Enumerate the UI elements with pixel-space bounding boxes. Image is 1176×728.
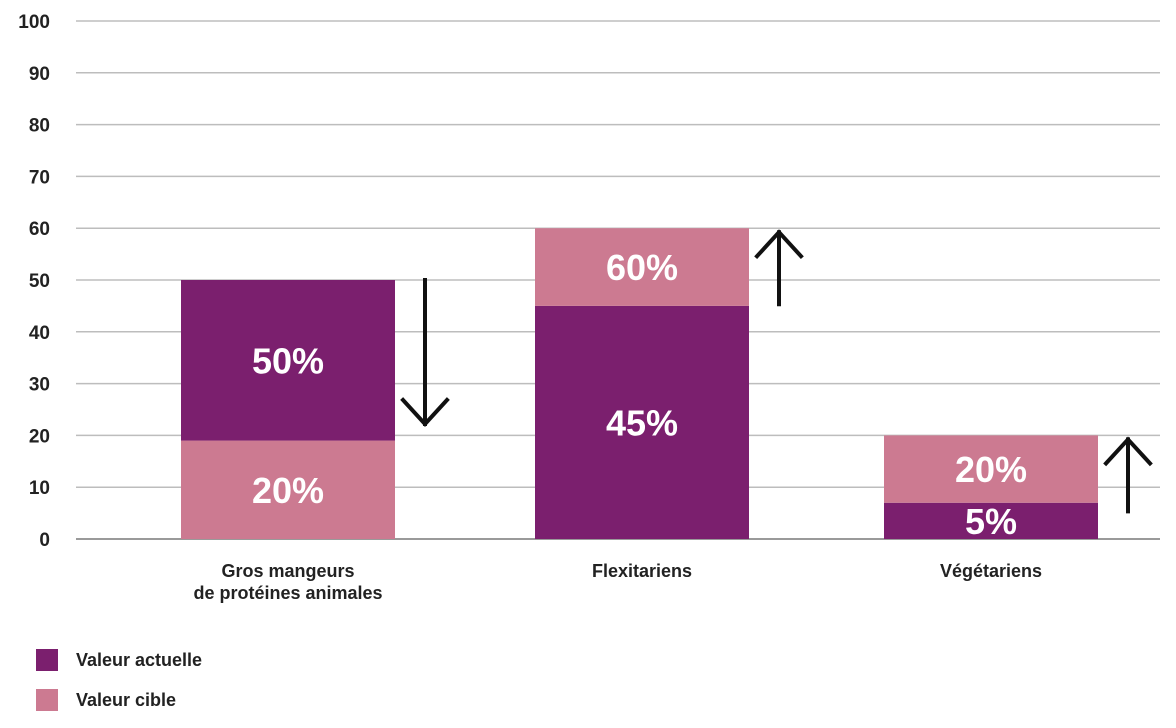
y-tick-50: 50 xyxy=(29,271,50,292)
data-label-top-1: 60% xyxy=(606,247,678,288)
trend-arrow-up-icon xyxy=(754,229,804,307)
bar-top-0 xyxy=(181,280,395,441)
y-tick-70: 70 xyxy=(29,167,50,188)
data-label-top-0: 50% xyxy=(252,340,324,381)
data-label-top-2: 20% xyxy=(955,449,1027,490)
y-tick-60: 60 xyxy=(29,219,50,240)
trend-arrow-down-icon xyxy=(400,278,450,427)
legend-label-actuelle: Valeur actuelle xyxy=(76,649,203,670)
legend-item-cible: Valeur cible xyxy=(36,688,202,712)
y-tick-100: 100 xyxy=(18,12,50,33)
category-label-0-1: de protéines animales xyxy=(193,583,382,603)
legend: Valeur actuelle Valeur cible xyxy=(36,648,202,728)
y-tick-30: 30 xyxy=(29,375,50,396)
legend-swatch-cible xyxy=(36,689,58,711)
y-tick-0: 0 xyxy=(39,530,50,551)
data-label-bottom-2: 5% xyxy=(965,501,1017,542)
bar-chart: 0 10 20 30 40 50 60 70 80 90 100 50% 20% 60% 45% 20% 5%… xyxy=(18,12,1160,603)
bars xyxy=(181,228,1098,539)
y-tick-80: 80 xyxy=(29,116,50,137)
bar-bottom-2 xyxy=(884,502,1098,539)
legend-swatch-actuelle xyxy=(36,649,58,671)
trend-arrow-up-icon xyxy=(1103,436,1153,514)
category-label-2-0: Végétariens xyxy=(940,561,1042,581)
data-labels: 50% 20% 60% 45% 20% 5% xyxy=(252,247,1027,542)
legend-label-cible: Valeur cible xyxy=(76,689,177,710)
data-label-bottom-1: 45% xyxy=(606,402,678,443)
bar-bottom-1 xyxy=(535,305,749,539)
bar-bottom-0 xyxy=(181,440,395,539)
y-axis-ticks: 0 10 20 30 40 50 60 70 80 90 100 xyxy=(18,12,50,551)
legend-item-actuelle: Valeur actuelle xyxy=(36,648,202,672)
y-tick-40: 40 xyxy=(29,323,50,344)
bar-top-2 xyxy=(884,435,1098,503)
trend-arrows xyxy=(400,229,1153,514)
data-label-bottom-0: 20% xyxy=(252,470,324,511)
y-tick-20: 20 xyxy=(29,426,50,447)
y-tick-90: 90 xyxy=(29,64,50,85)
category-label-0-0: Gros mangeurs xyxy=(221,561,354,581)
y-tick-10: 10 xyxy=(29,478,50,499)
category-label-1-0: Flexitariens xyxy=(592,561,692,581)
bar-top-1 xyxy=(535,228,749,306)
